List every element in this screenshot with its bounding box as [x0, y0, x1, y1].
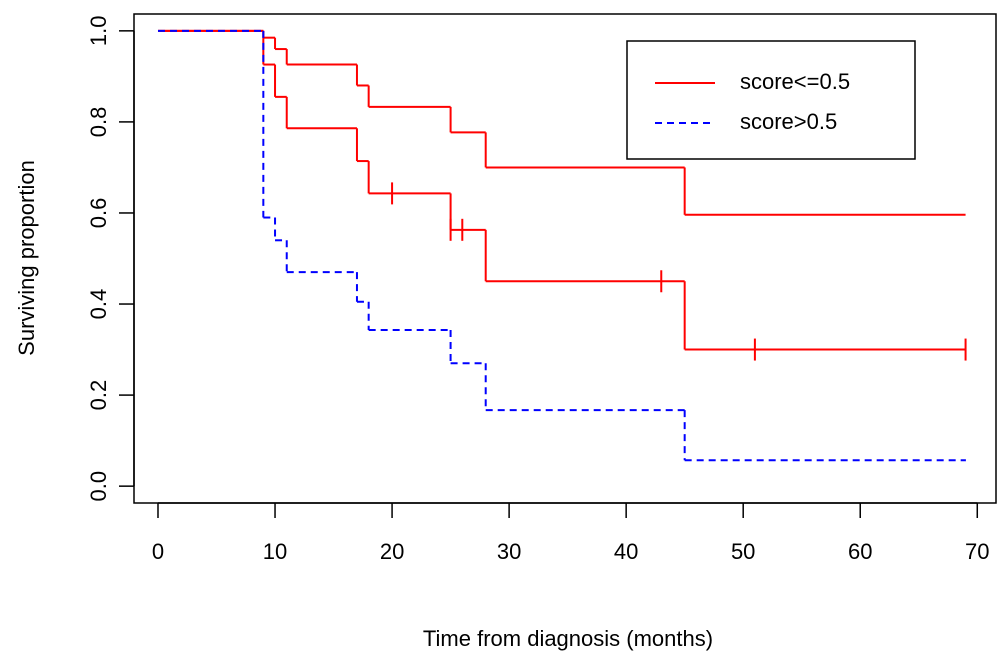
y-tick-label: 1.0	[86, 16, 111, 47]
y-tick-label: 0.8	[86, 107, 111, 138]
x-tick-label: 40	[614, 539, 638, 564]
x-axis-label: Time from diagnosis (months)	[423, 626, 713, 651]
y-axis-label: Surviving proportion	[14, 160, 39, 356]
x-tick-label: 10	[263, 539, 287, 564]
y-tick-label: 0.4	[86, 289, 111, 320]
x-tick-label: 20	[380, 539, 404, 564]
legend-label: score>0.5	[740, 109, 837, 134]
x-tick-label: 30	[497, 539, 521, 564]
y-tick-label: 0.2	[86, 380, 111, 411]
legend-box	[626, 40, 916, 160]
x-tick-label: 0	[152, 539, 164, 564]
y-tick-label: 0.6	[86, 198, 111, 229]
x-tick-label: 50	[731, 539, 755, 564]
y-tick-label: 0.0	[86, 471, 111, 502]
x-tick-label: 70	[965, 539, 989, 564]
x-tick-label: 60	[848, 539, 872, 564]
legend-label: score<=0.5	[740, 69, 850, 94]
